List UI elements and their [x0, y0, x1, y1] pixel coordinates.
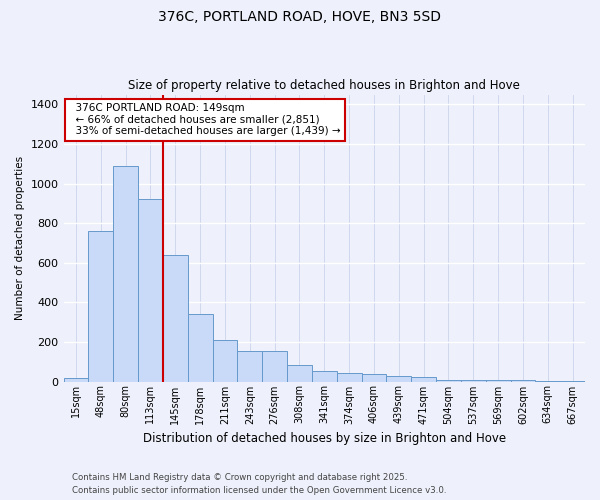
Bar	[337, 372, 362, 382]
Bar	[461, 380, 485, 382]
Y-axis label: Number of detached properties: Number of detached properties	[15, 156, 25, 320]
Bar	[312, 370, 337, 382]
Text: 376C, PORTLAND ROAD, HOVE, BN3 5SD: 376C, PORTLAND ROAD, HOVE, BN3 5SD	[158, 10, 442, 24]
Bar	[436, 380, 461, 382]
Text: 376C PORTLAND ROAD: 149sqm
  ← 66% of detached houses are smaller (2,851)
  33% : 376C PORTLAND ROAD: 149sqm ← 66% of deta…	[69, 103, 340, 136]
Bar	[188, 314, 212, 382]
Bar	[511, 380, 535, 382]
Bar	[386, 376, 411, 382]
Text: Contains HM Land Registry data © Crown copyright and database right 2025.
Contai: Contains HM Land Registry data © Crown c…	[72, 474, 446, 495]
Bar	[287, 364, 312, 382]
Bar	[113, 166, 138, 382]
X-axis label: Distribution of detached houses by size in Brighton and Hove: Distribution of detached houses by size …	[143, 432, 506, 445]
Bar	[535, 381, 560, 382]
Bar	[560, 380, 585, 382]
Bar	[238, 351, 262, 382]
Bar	[88, 231, 113, 382]
Bar	[64, 378, 88, 382]
Bar	[212, 340, 238, 382]
Bar	[411, 377, 436, 382]
Bar	[262, 351, 287, 382]
Bar	[138, 200, 163, 382]
Title: Size of property relative to detached houses in Brighton and Hove: Size of property relative to detached ho…	[128, 79, 520, 92]
Bar	[485, 380, 511, 382]
Bar	[163, 255, 188, 382]
Bar	[362, 374, 386, 382]
